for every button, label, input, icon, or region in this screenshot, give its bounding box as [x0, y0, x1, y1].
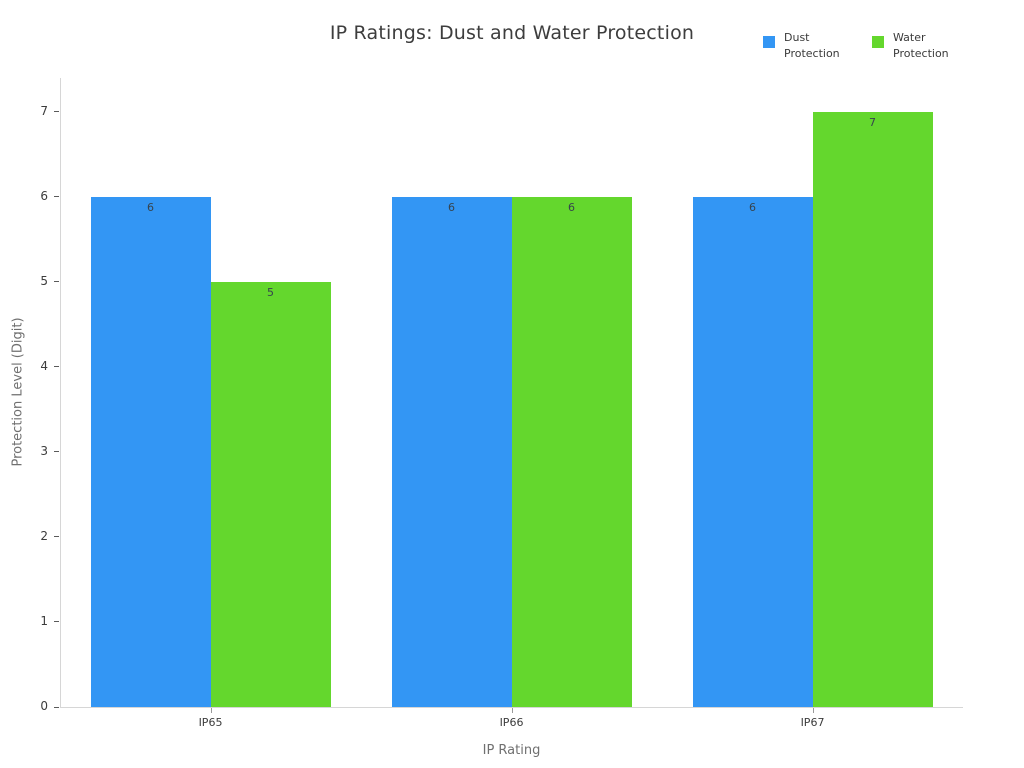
x-axis-line: [60, 707, 963, 708]
bar-water-protection-ip65: [210, 281, 331, 707]
bar-value-water-protection-ip66: 6: [568, 200, 575, 214]
x-tick-label-ip65: IP65: [198, 716, 223, 729]
y-tick-label: 1: [40, 613, 48, 628]
y-tick-label: 3: [40, 443, 48, 458]
bar-water-protection-ip66: [511, 196, 632, 707]
bar-water-protection-ip67: [812, 111, 933, 707]
x-axis-title: IP Rating: [482, 743, 541, 758]
legend-label-water-protection: Water Protection: [893, 31, 949, 60]
y-tick-label: 2: [40, 528, 48, 543]
y-tick-mark: [54, 706, 59, 708]
y-tick-mark: [54, 196, 59, 198]
bar-value-dust-protection-ip67: 6: [749, 200, 756, 214]
y-tick-mark: [54, 451, 59, 453]
y-tick-mark: [54, 536, 59, 538]
y-tick-label: 4: [40, 358, 48, 373]
chart-title: IP Ratings: Dust and Water Protection: [329, 22, 695, 44]
bar-dust-protection-ip67: [692, 196, 813, 707]
legend: Dust Protection Water Protection: [763, 30, 957, 62]
x-tick-mark: [511, 708, 513, 713]
y-tick-label: 7: [40, 103, 48, 118]
x-tick-label-ip66: IP66: [499, 716, 524, 729]
legend-item-dust-protection[interactable]: Dust Protection: [763, 30, 848, 62]
bar-dust-protection-ip65: [90, 196, 211, 707]
legend-item-water-protection[interactable]: Water Protection: [872, 30, 957, 62]
y-tick-label: 6: [40, 188, 48, 203]
bar-value-dust-protection-ip66: 6: [448, 200, 455, 214]
bar-value-water-protection-ip65: 5: [267, 285, 274, 299]
bar-value-water-protection-ip67: 7: [869, 115, 876, 129]
y-tick-mark: [54, 366, 59, 368]
y-tick-mark: [54, 621, 59, 623]
y-tick-label: 5: [40, 273, 48, 288]
legend-swatch-water-icon: [872, 36, 884, 48]
x-tick-mark: [210, 708, 212, 713]
x-tick-label-ip67: IP67: [800, 716, 825, 729]
y-axis-line: [60, 78, 61, 707]
legend-label-dust-protection: Dust Protection: [784, 31, 840, 60]
x-tick-mark: [812, 708, 814, 713]
y-tick-mark: [54, 281, 59, 283]
y-tick-mark: [54, 111, 59, 112]
bar-dust-protection-ip66: [391, 196, 512, 707]
legend-swatch-dust-icon: [763, 36, 775, 48]
y-axis-title: Protection Level (Digit): [10, 317, 26, 467]
bar-value-dust-protection-ip65: 6: [147, 200, 154, 214]
y-tick-label: 0: [40, 699, 48, 713]
